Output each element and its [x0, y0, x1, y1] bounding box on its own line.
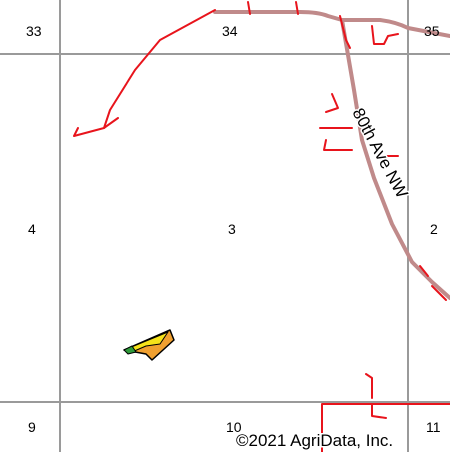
road-north-hook [371, 25, 399, 45]
road-cul-de-sac-upper [325, 93, 339, 113]
section-label-9: 9 [28, 419, 36, 435]
section-labels: 33 34 35 4 3 2 9 10 11 [26, 23, 441, 435]
section-label-35: 35 [424, 23, 440, 39]
section-label-33: 33 [26, 23, 42, 39]
road-south-main [321, 403, 450, 452]
section-label-4: 4 [28, 221, 36, 237]
road-south-loop [365, 373, 373, 399]
road-northwest-curve [73, 9, 216, 137]
section-label-3: 3 [228, 221, 236, 237]
road-east-stub [419, 265, 447, 301]
road-cul-de-sac-mid [319, 127, 353, 151]
minor-roads [73, 1, 450, 452]
section-label-34: 34 [222, 23, 238, 39]
road-north-stub-3 [339, 15, 351, 49]
highway-branch-east [340, 18, 450, 38]
road-north-stub-1 [247, 1, 251, 15]
section-label-11: 11 [426, 419, 441, 435]
road-south-branch [371, 403, 387, 419]
section-label-2: 2 [430, 221, 438, 237]
highway-casing [213, 10, 450, 300]
copyright-notice: ©2021 AgriData, Inc. [236, 431, 393, 450]
highway-80th-ave [213, 10, 450, 300]
section-label-10: 10 [226, 419, 242, 435]
field-parcel-green [123, 345, 137, 355]
road-northwest-spur [103, 117, 119, 129]
road-north-stub-2 [295, 1, 299, 15]
field-parcel[interactable] [123, 329, 175, 361]
